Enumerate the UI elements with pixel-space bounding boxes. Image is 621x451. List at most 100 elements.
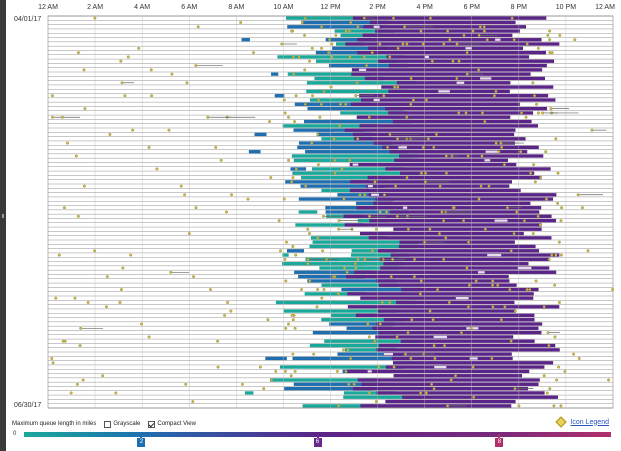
queue-scale-marker[interactable]: 8 — [495, 434, 504, 447]
incident-dot-icon — [548, 387, 552, 391]
incident-dot-icon — [325, 257, 329, 261]
incident-dot-icon — [310, 46, 314, 50]
incident-dot-icon — [446, 404, 450, 408]
incident-dot-icon — [512, 232, 516, 235]
incident-dot-icon — [563, 369, 567, 373]
incident-dot-icon — [405, 115, 409, 119]
incident-dot-icon — [367, 335, 371, 339]
incident-dot-icon — [308, 279, 312, 283]
incident-dot-icon — [513, 309, 517, 313]
incident-dot-icon — [61, 339, 65, 343]
incident-dot-icon — [365, 64, 369, 67]
incident-dot-icon — [331, 275, 335, 279]
queue-gap — [478, 271, 485, 274]
queue-segment — [399, 171, 535, 175]
queue-gap — [352, 163, 359, 166]
icon-legend-link[interactable]: Icon Legend — [555, 416, 609, 428]
hour-tick-label: 4 AM — [134, 4, 151, 11]
incident-dot-icon — [508, 288, 512, 291]
incident-dot-icon — [356, 257, 360, 261]
queue-segment — [381, 85, 554, 89]
incident-dot-icon — [340, 167, 344, 171]
incident-dot-icon — [529, 171, 533, 175]
queue-segment — [398, 244, 536, 249]
incident-dot-icon — [290, 180, 294, 184]
incident-dot-icon — [337, 404, 341, 408]
hour-tick-label: 12 PM — [320, 4, 341, 11]
queue-segment — [368, 193, 557, 197]
incident-dot-icon — [474, 279, 478, 283]
grayscale-checkbox[interactable] — [104, 420, 112, 428]
queue-segment — [312, 240, 419, 244]
incident-dot-icon — [550, 253, 554, 257]
incident-dot-icon — [349, 21, 353, 24]
queue-segment — [399, 240, 515, 244]
incident-dot-icon — [590, 128, 594, 132]
chart-controls: Maximum queue length in miles Grayscale … — [12, 419, 196, 429]
queue-segment — [285, 16, 372, 20]
queue-segment — [385, 167, 551, 171]
incident-dot-icon — [455, 42, 459, 46]
incident-dot-icon — [556, 201, 560, 205]
incident-dot-icon — [344, 102, 348, 106]
incident-dot-icon — [442, 42, 446, 46]
incident-dot-icon — [577, 357, 581, 360]
incident-dot-icon — [557, 301, 561, 304]
incident-dot-icon — [547, 257, 551, 261]
queue-segment — [367, 175, 542, 180]
queue-gap — [398, 146, 407, 149]
incident-dot-icon — [348, 158, 352, 162]
incident-dot-icon — [515, 210, 519, 214]
hour-tick-label: 12 AM — [595, 4, 615, 11]
incident-dot-icon — [293, 326, 297, 330]
compact-view-checkbox[interactable] — [148, 420, 156, 428]
panel-grip-icon[interactable] — [2, 214, 4, 218]
incident-dot-icon — [505, 206, 509, 210]
incident-dot-icon — [123, 94, 127, 98]
incident-dot-icon — [586, 249, 590, 253]
incident-dot-icon — [354, 94, 358, 98]
incident-dot-icon — [483, 227, 487, 231]
incident-dot-icon — [438, 184, 442, 188]
queue-scale-marker[interactable]: 2 — [137, 434, 146, 447]
incident-dot-icon — [401, 42, 405, 46]
queue-segment — [359, 124, 538, 128]
incident-dot-icon — [338, 124, 342, 128]
incident-dot-icon — [170, 72, 174, 76]
incident-dot-icon — [320, 46, 324, 50]
incident-dot-icon — [76, 214, 80, 218]
queue-segment — [364, 76, 545, 81]
incident-dot-icon — [294, 253, 298, 257]
incident-dot-icon — [388, 301, 392, 304]
incident-dot-icon — [548, 51, 552, 55]
queue-segment — [351, 262, 366, 266]
queue-segment — [309, 244, 418, 249]
incident-dot-icon — [553, 335, 557, 339]
incident-dot-icon — [426, 137, 430, 141]
incident-dot-icon — [224, 210, 228, 214]
queue-segment — [304, 292, 367, 296]
incident-dot-icon — [337, 292, 340, 296]
incident-dot-icon — [555, 378, 559, 382]
incident-dot-icon — [268, 120, 272, 123]
incident-dot-icon — [378, 210, 382, 214]
queue-segment — [376, 322, 543, 326]
queue-segment — [378, 283, 517, 287]
incident-dot-icon — [403, 25, 407, 29]
incident-dot-icon — [462, 219, 466, 223]
incident-dot-icon — [472, 395, 476, 399]
queue-segment — [321, 318, 403, 322]
incident-dot-icon — [366, 322, 370, 326]
incident-dot-icon — [191, 400, 195, 403]
incident-dot-icon — [219, 158, 223, 162]
incident-dot-icon — [277, 219, 281, 223]
incident-dot-icon — [241, 382, 244, 386]
incident-dot-icon — [367, 391, 371, 395]
queue-scale-marker[interactable]: 6 — [313, 434, 322, 447]
queue-segment — [315, 59, 397, 63]
incident-dot-icon — [425, 98, 428, 102]
incident-dot-icon — [465, 51, 469, 55]
queue-segment — [332, 46, 388, 50]
incident-dot-icon — [421, 42, 425, 46]
queue-segment — [284, 386, 372, 391]
